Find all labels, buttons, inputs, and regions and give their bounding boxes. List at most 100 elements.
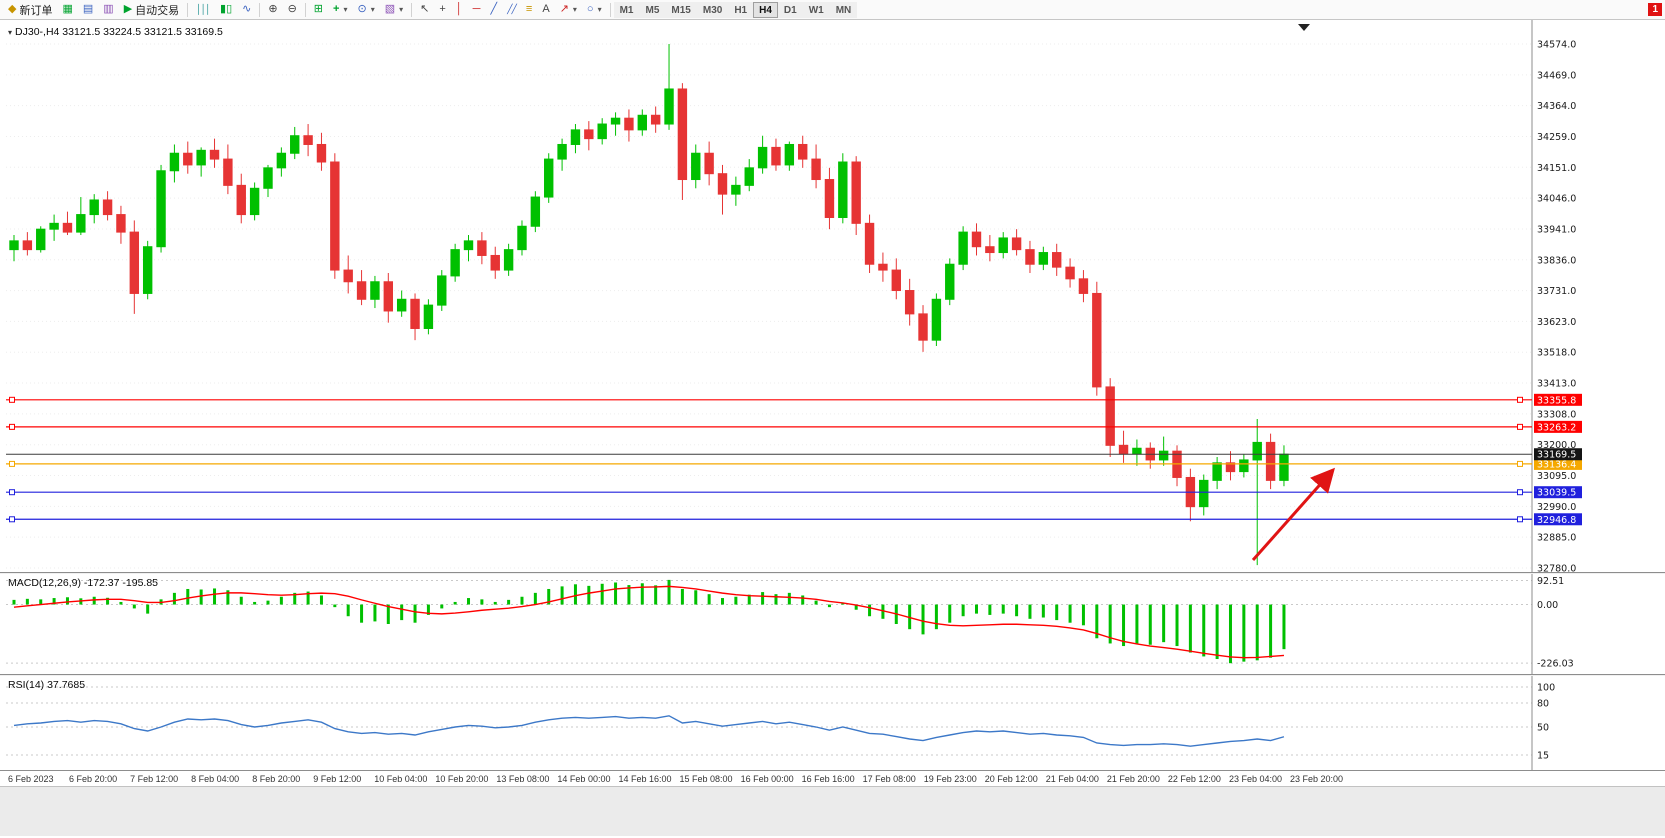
candle — [1052, 252, 1062, 268]
indicators-button[interactable]: + ▾ — [328, 1, 352, 19]
crosshair-tool-button[interactable]: + — [434, 1, 450, 19]
navigator-button[interactable]: ▥ — [98, 1, 118, 19]
pane-divider[interactable] — [0, 572, 1665, 574]
main-price-chart[interactable]: 34574.0 34469.0 34364.0 34259.0 34151.0 34046… — [0, 20, 1665, 572]
price-tick-label: 32885.0 — [1537, 533, 1576, 544]
arrows-tool-button[interactable]: ↗ ▾ — [555, 1, 582, 19]
zoom-out-button[interactable]: ⊖ — [283, 1, 302, 19]
price-tick-label: 33836.0 — [1537, 255, 1576, 266]
templates-button[interactable]: ▧ ▾ — [380, 1, 408, 19]
candle — [584, 129, 594, 140]
timeframe-w1[interactable]: W1 — [802, 1, 830, 18]
channel-tool-button[interactable]: ╱╱ — [502, 1, 521, 19]
fibonacci-tool-button[interactable]: ≡ — [521, 1, 537, 19]
macd-indicator-pane[interactable]: 92.51 0.00 -226.03 — [0, 574, 1665, 674]
timeframe-m5[interactable]: M5 — [639, 1, 666, 18]
timeframe-m15[interactable]: M15 — [665, 1, 697, 18]
rsi-indicator-pane[interactable]: 100 80 50 15 — [0, 676, 1665, 770]
hline-handle[interactable] — [1517, 423, 1523, 430]
text-tool-button[interactable]: A — [537, 1, 554, 19]
candle — [1011, 237, 1022, 251]
macd-histogram-bar — [627, 585, 631, 605]
macd-histogram-bar — [467, 598, 471, 605]
macd-histogram-bar — [266, 600, 270, 605]
candle — [878, 263, 888, 271]
hline-handle[interactable] — [9, 516, 15, 523]
hline-handle[interactable] — [9, 396, 15, 403]
hline-handle[interactable] — [1517, 516, 1523, 523]
time-label: 13 Feb 08:00 — [496, 774, 550, 784]
candle — [624, 117, 634, 131]
macd-histogram-bar — [226, 590, 230, 605]
timeframe-h4[interactable]: H4 — [753, 1, 778, 18]
macd-histogram-bar — [39, 599, 43, 605]
candle — [89, 199, 99, 216]
candle — [971, 231, 982, 248]
macd-histogram-bar — [12, 599, 16, 605]
hline-handle[interactable] — [9, 489, 15, 496]
hline-handle[interactable] — [9, 460, 15, 467]
pane-divider[interactable] — [0, 674, 1665, 676]
candle — [637, 114, 647, 131]
shapes-tool-button[interactable]: ○ ▾ — [582, 1, 607, 19]
timeframe-m1[interactable]: M1 — [613, 1, 640, 18]
trend-arrow-annotation[interactable] — [1251, 467, 1335, 561]
macd-histogram-bar — [239, 596, 243, 605]
tile-windows-icon: ⊞ — [313, 3, 324, 15]
candle — [463, 240, 474, 251]
candle — [477, 240, 487, 256]
data-window-button[interactable]: ▤ — [78, 1, 98, 19]
macd-histogram-bar — [1081, 604, 1085, 626]
periods-button[interactable]: ⊙ ▾ — [352, 1, 379, 19]
macd-histogram-bar — [614, 582, 618, 605]
trendline-tool-button[interactable]: ╱ — [485, 1, 502, 19]
hline-handle[interactable] — [1517, 396, 1523, 403]
macd-histogram-bar — [667, 579, 671, 605]
timeframe-d1[interactable]: D1 — [777, 1, 803, 18]
candle — [1092, 292, 1102, 388]
time-axis: 6 Feb 2023 6 Feb 20:00 7 Feb 12:00 8 Feb 04… — [0, 770, 1665, 786]
tile-windows-button[interactable]: ⊞ — [309, 1, 328, 19]
hline-handle[interactable] — [1517, 460, 1523, 467]
macd-histogram-bar — [600, 583, 604, 605]
candle — [76, 214, 86, 233]
vertical-line-tool-button[interactable]: │ — [451, 1, 468, 19]
new-order-button[interactable]: ◆ 新订单 — [3, 1, 57, 19]
price-tick-label: 33623.0 — [1537, 317, 1576, 328]
macd-histogram-bar — [1041, 604, 1045, 618]
hline-handle[interactable] — [9, 423, 15, 430]
zoom-in-button[interactable]: ⊕ — [263, 1, 282, 19]
time-label: 8 Feb 04:00 — [191, 774, 240, 784]
market-watch-button[interactable]: ▦ — [57, 1, 77, 19]
candle — [9, 240, 19, 251]
notification-badge[interactable]: 1 — [1648, 3, 1662, 16]
fibonacci-icon: ≡ — [525, 3, 533, 15]
chart-candles-button[interactable]: ▮▯ — [215, 1, 237, 19]
candle — [985, 246, 995, 254]
candle — [490, 254, 500, 271]
candle — [62, 222, 73, 233]
macd-histogram-bar — [213, 588, 217, 605]
time-label: 9 Feb 12:00 — [313, 774, 362, 784]
macd-histogram-bar — [1068, 604, 1072, 623]
autotrade-button[interactable]: ▶ 自动交易 — [119, 1, 184, 19]
timeframe-m30[interactable]: M30 — [696, 1, 729, 18]
timeframe-mn[interactable]: MN — [829, 1, 858, 18]
horizontal-line-tool-button[interactable]: ─ — [468, 1, 486, 19]
macd-histogram-bar — [707, 594, 711, 605]
macd-histogram-bar — [680, 588, 684, 605]
macd-histogram-bar — [854, 604, 858, 610]
chart-bars-button[interactable]: │││ — [191, 1, 215, 19]
timeframe-h1[interactable]: H1 — [728, 1, 754, 18]
hline-handle[interactable] — [1517, 489, 1523, 496]
cursor-tool-button[interactable]: ↖ — [415, 1, 434, 19]
candle — [744, 167, 754, 186]
candle — [1225, 462, 1236, 473]
chart-line-button[interactable]: ∿ — [237, 1, 256, 19]
macd-histogram-bar — [319, 595, 323, 605]
candle — [276, 152, 287, 169]
candle — [263, 167, 273, 189]
chart-shift-marker[interactable] — [1298, 24, 1310, 31]
candle — [811, 158, 821, 181]
candle — [757, 146, 768, 169]
